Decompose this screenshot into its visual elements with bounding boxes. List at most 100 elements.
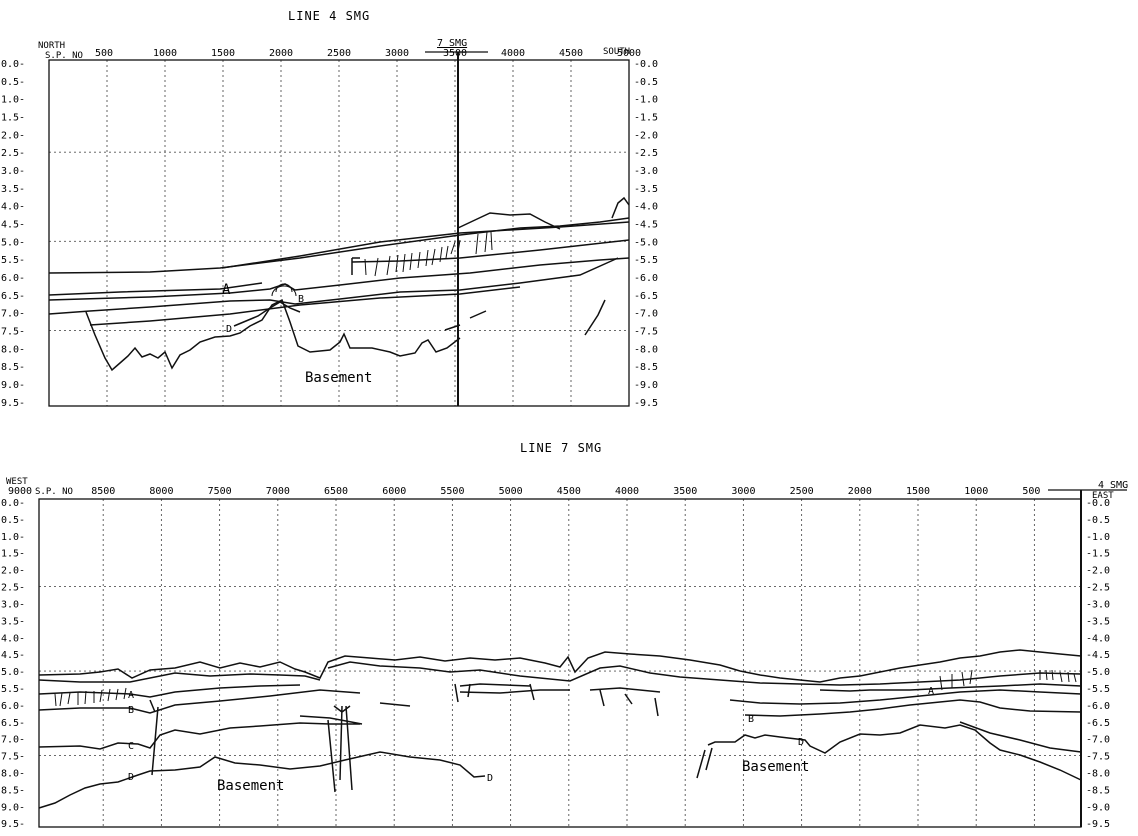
- time-tick-label-right: -2.5: [634, 148, 658, 159]
- time-tick-label-right: -1.0: [1086, 532, 1110, 543]
- horizon-a-line4: [48, 239, 630, 296]
- panel-title-line7: LINE 7 SMG: [520, 441, 602, 455]
- time-axis-left-line4: 0.0- 0.5- 1.0- 1.5- 2.0- 2.5- 3.0- 3.5- 4.0- 4.5-…: [1, 59, 25, 409]
- time-tick-label-left: 3.0-: [1, 599, 25, 610]
- frame-line4: [48, 59, 630, 407]
- sp-tick-label: 2500: [790, 486, 814, 497]
- horizon-upper-relief-line4: [457, 196, 630, 230]
- time-tick-label-right: -0.0: [1086, 498, 1110, 509]
- time-tick-label-right: -6.0: [634, 273, 658, 284]
- horizon-c-line7: [38, 715, 363, 750]
- sp-tick-label: 9000: [8, 486, 32, 497]
- time-tick-label-left: 1.0-: [1, 95, 25, 106]
- fault-east-line7: [696, 747, 713, 779]
- time-tick-label-left: 6.0-: [1, 701, 25, 712]
- time-tick-label-left: 5.5-: [1, 255, 25, 266]
- time-tick-label-right: -7.5: [634, 327, 658, 338]
- crossing-label-line7: 4 SMG: [1098, 480, 1128, 491]
- fault-central-line7: [327, 705, 353, 793]
- time-axis-right-line7: -0.0 -0.5 -1.0 -1.5 -2.0 -2.5 -3.0 -3.5 -4.0 -4.5…: [1086, 498, 1110, 830]
- sp-tick-label: 4000: [501, 48, 525, 59]
- time-tick-label-left: 9.0-: [1, 380, 25, 391]
- horizon-d-line4: [233, 301, 301, 327]
- time-tick-label-right: -5.0: [634, 237, 658, 248]
- time-tick-label-left: 4.0-: [1, 202, 25, 213]
- direction-right-line4: SOUTH: [603, 47, 630, 57]
- time-tick-label-left: 9.5-: [1, 819, 25, 830]
- time-tick-label-left: 8.0-: [1, 769, 25, 780]
- time-tick-label-left: 8.5-: [1, 362, 25, 373]
- sp-label-line7: S.P. NO: [35, 487, 73, 497]
- sp-tick-label: 2500: [327, 48, 351, 59]
- time-tick-label-left: 6.5-: [1, 291, 25, 302]
- panel-line7: LINE 7 SMG WEST S.P. NO EAST 4 SMG 9000 8…: [1, 441, 1128, 830]
- time-tick-label-right: -8.0: [1086, 769, 1110, 780]
- time-tick-label-left: 5.5-: [1, 684, 25, 695]
- time-tick-label-right: -2.5: [1086, 583, 1110, 594]
- time-tick-label-left: 0.5-: [1, 515, 25, 526]
- time-tick-label-left: 3.5-: [1, 184, 25, 195]
- direction-right-line7: EAST: [1092, 491, 1114, 501]
- sp-tick-label: 2000: [269, 48, 293, 59]
- panel-title-line4: LINE 4 SMG: [288, 9, 370, 23]
- panel-line4: LINE 4 SMG NORTH S.P. NO SOUTH 7 SMG 500…: [1, 9, 658, 409]
- sp-tick-label: 4500: [557, 486, 581, 497]
- fault-ticks-line7: [54, 669, 1077, 707]
- time-tick-label-left: 4.0-: [1, 633, 25, 644]
- sp-label-line4: S.P. NO: [45, 51, 83, 61]
- time-tick-label-left: 1.0-: [1, 532, 25, 543]
- horizon-label-line7-b-west: B: [128, 705, 134, 716]
- horizon-c-line4: [89, 286, 521, 326]
- fault-misc-line7: [454, 683, 659, 717]
- horizon-a-upper-line4: [221, 221, 630, 269]
- time-tick-label-right: -1.0: [634, 95, 658, 106]
- sp-tick-label: 500: [95, 48, 113, 59]
- sp-tick-label: 1500: [906, 486, 930, 497]
- time-tick-label-right: -9.5: [634, 398, 658, 409]
- sp-tick-label: 1000: [153, 48, 177, 59]
- horizon-label-line7-d-central: D: [487, 773, 493, 784]
- time-tick-label-right: -1.5: [1086, 549, 1110, 560]
- horizon-top-line4: [48, 217, 630, 274]
- time-tick-label-left: 9.0-: [1, 802, 25, 813]
- horizon-top-line7: [38, 649, 1082, 683]
- horizon-d-line7: [38, 724, 1082, 809]
- sp-tick-label: 2000: [848, 486, 872, 497]
- horizons-line7: [38, 649, 1082, 809]
- sp-tick-label: 5000: [499, 486, 523, 497]
- horizon-label-line4-a: A: [222, 282, 231, 298]
- time-tick-label-right: -8.5: [1086, 785, 1110, 796]
- time-tick-label-right: -2.0: [1086, 566, 1110, 577]
- basement-label-line7-east: Basement: [742, 759, 809, 775]
- time-tick-label-right: -6.0: [1086, 701, 1110, 712]
- time-tick-label-right: -4.5: [634, 220, 658, 231]
- time-tick-label-right: -2.0: [634, 130, 658, 141]
- time-tick-label-right: -4.0: [634, 202, 658, 213]
- time-tick-label-right: -5.5: [634, 255, 658, 266]
- sp-tick-label: 3000: [731, 486, 755, 497]
- horizon-a-line7: [38, 683, 1082, 707]
- direction-left-line4: NORTH: [38, 41, 65, 51]
- horizon-b-line4: [48, 257, 630, 301]
- time-tick-label-left: 4.5-: [1, 650, 25, 661]
- time-tick-label-left: 9.5-: [1, 398, 25, 409]
- time-axis-right-line4: -0.0 -0.5 -1.0 -1.5 -2.0 -2.5 -3.0 -3.5 -4.0 -4.5…: [634, 59, 658, 409]
- time-tick-label-left: 4.5-: [1, 220, 25, 231]
- time-tick-label-right: -7.5: [1086, 752, 1110, 763]
- time-tick-label-left: 8.5-: [1, 785, 25, 796]
- time-tick-label-left: 7.0-: [1, 735, 25, 746]
- horizon-b-lower-line4: [48, 257, 619, 315]
- horizon-label-line7-b-east: B: [748, 714, 754, 725]
- fault-ticks-line4: [271, 231, 493, 297]
- time-tick-label-right: -3.0: [1086, 599, 1110, 610]
- time-tick-label-right: -7.0: [634, 309, 658, 320]
- time-tick-label-left: 0.0-: [1, 498, 25, 509]
- sp-tick-label: 1000: [964, 486, 988, 497]
- sp-tick-label: 3500: [673, 486, 697, 497]
- time-tick-label-right: -1.5: [634, 113, 658, 124]
- time-tick-label-left: 3.5-: [1, 616, 25, 627]
- time-tick-label-left: 2.0-: [1, 130, 25, 141]
- basement-surface-line4: [85, 298, 461, 372]
- time-tick-label-right: -9.0: [1086, 802, 1110, 813]
